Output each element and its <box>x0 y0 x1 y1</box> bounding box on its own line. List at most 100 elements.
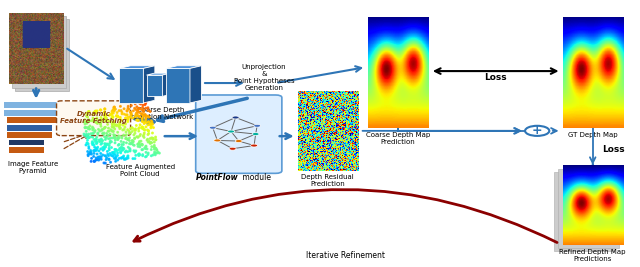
Point <box>123 118 133 122</box>
Point <box>138 119 148 124</box>
Point <box>145 141 156 146</box>
Point <box>95 129 105 133</box>
Point <box>130 128 140 132</box>
Point <box>97 138 108 143</box>
Point <box>128 109 138 113</box>
Point <box>81 120 91 125</box>
Point <box>119 112 129 116</box>
Point <box>134 134 145 138</box>
Point <box>91 137 101 142</box>
Point <box>139 121 149 126</box>
Point <box>91 120 101 124</box>
Point <box>139 135 149 140</box>
Point <box>135 132 145 137</box>
Point <box>144 139 154 144</box>
Point <box>149 147 159 151</box>
Point <box>102 131 112 136</box>
Point <box>136 107 146 111</box>
Point <box>134 115 145 119</box>
Point <box>115 115 125 119</box>
Point <box>81 132 92 136</box>
Point <box>82 121 92 125</box>
Point <box>110 123 120 127</box>
Point <box>103 119 113 123</box>
Point <box>102 156 112 160</box>
Point <box>146 126 156 130</box>
Point <box>107 116 117 120</box>
Point <box>91 138 101 142</box>
Point <box>79 132 89 136</box>
Point <box>113 151 123 155</box>
Point <box>143 151 154 155</box>
Point <box>86 135 96 139</box>
Point <box>110 107 120 111</box>
Point <box>141 101 151 105</box>
Point <box>109 108 119 113</box>
Point <box>105 139 115 143</box>
Point <box>90 130 100 134</box>
Point <box>118 133 129 137</box>
Point <box>101 136 111 140</box>
Point <box>94 138 104 142</box>
Point <box>150 151 161 155</box>
Point <box>98 153 108 157</box>
FancyBboxPatch shape <box>12 16 66 88</box>
Point <box>99 147 109 151</box>
Point <box>107 111 117 115</box>
Point <box>106 146 116 150</box>
Point <box>117 112 127 116</box>
Point <box>130 115 140 119</box>
FancyBboxPatch shape <box>15 19 69 91</box>
Point <box>138 154 148 158</box>
Point <box>138 147 148 152</box>
Point <box>120 116 131 120</box>
Point <box>135 143 145 147</box>
Point <box>121 156 131 161</box>
Point <box>99 161 109 165</box>
Point <box>123 115 133 119</box>
Point <box>95 139 105 144</box>
Point <box>103 133 113 137</box>
Point <box>128 139 138 143</box>
Point <box>148 153 158 157</box>
Point <box>97 131 108 136</box>
Point <box>150 150 160 154</box>
Point <box>118 142 129 147</box>
Point <box>141 106 151 110</box>
Point <box>121 130 131 134</box>
Point <box>127 141 137 146</box>
Point <box>96 142 106 146</box>
Point <box>113 130 123 134</box>
Point <box>104 144 115 148</box>
Point <box>101 135 111 139</box>
Point <box>124 129 134 133</box>
Point <box>104 158 114 162</box>
Point <box>131 153 141 158</box>
Point <box>125 131 135 135</box>
Point <box>134 139 145 144</box>
Point <box>108 150 118 155</box>
Point <box>88 126 99 131</box>
Point <box>84 119 95 123</box>
Point <box>130 131 140 135</box>
Point <box>95 138 106 142</box>
Point <box>92 140 102 144</box>
Polygon shape <box>147 75 163 96</box>
Point <box>115 150 125 154</box>
Point <box>122 154 132 159</box>
Point <box>134 153 145 157</box>
Point <box>127 139 138 143</box>
Point <box>104 126 114 130</box>
Point <box>134 141 145 145</box>
Point <box>96 155 106 159</box>
Point <box>142 147 152 151</box>
Point <box>88 143 98 147</box>
Point <box>146 125 156 129</box>
FancyBboxPatch shape <box>8 132 52 138</box>
Point <box>88 141 99 145</box>
FancyBboxPatch shape <box>554 172 614 252</box>
Point <box>109 156 120 160</box>
Point <box>145 109 156 114</box>
Point <box>134 106 144 111</box>
Point <box>90 159 100 163</box>
